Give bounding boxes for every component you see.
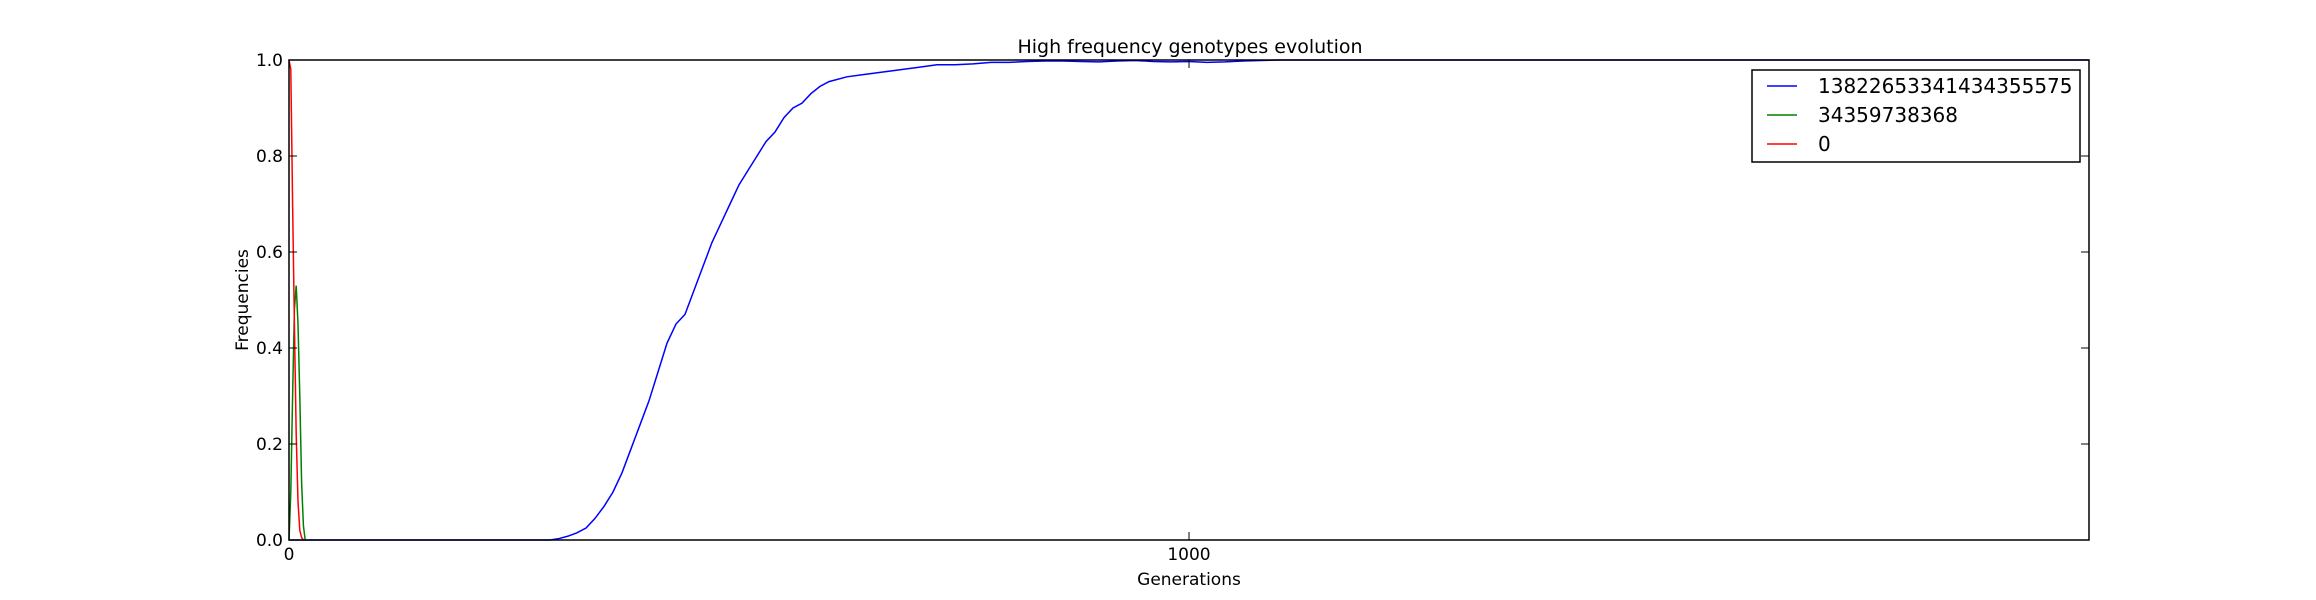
y-axis-label: Frequencies [233,249,253,351]
legend-label: 13822653341434355575 [1818,74,2073,98]
y-tick-label: 0.2 [256,435,283,455]
legend-box [1751,69,2081,163]
y-tick-label: 1.0 [256,51,283,71]
series-line-2 [288,59,304,541]
legend-label: 0 [1818,132,1831,156]
chart-title: High frequency genotypes evolution [1017,36,1362,58]
y-tick-label: 0.6 [256,243,283,263]
series-line-1 [288,285,306,541]
x-axis-label: Generations [1137,570,1241,590]
x-tick-label: 1000 [1167,545,1210,565]
series-line-0 [289,59,2089,541]
y-tick-label: 0.8 [256,147,283,167]
legend: 13822653341434355575 34359738368 0 [1751,69,2081,163]
legend-label: 34359738368 [1818,103,1958,127]
ticks-layer: 0 1000 0.0 0.2 0.4 0.6 0.8 1.0 [256,51,2089,565]
y-tick-label: 0.0 [256,531,283,551]
x-tick-label: 0 [284,545,295,565]
y-tick-label: 0.4 [256,339,283,359]
